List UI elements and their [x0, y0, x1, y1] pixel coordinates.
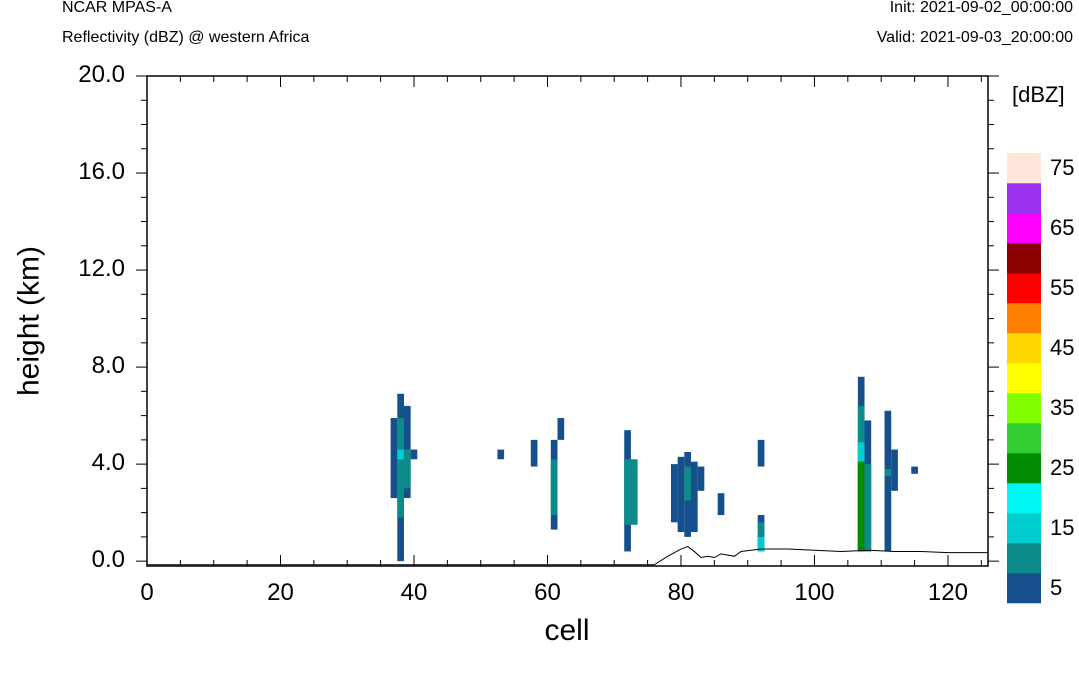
reflectivity-cell — [757, 536, 765, 552]
reflectivity-cell — [397, 418, 404, 518]
colorbar-swatch — [1007, 153, 1041, 184]
model-title: NCAR MPAS-A — [62, 0, 172, 16]
plot-frame — [146, 75, 989, 567]
reflectivity-cell — [857, 468, 865, 552]
reflectivity-cell — [697, 466, 705, 491]
y-tick-label: 12.0 — [78, 255, 125, 283]
colorbar-swatch — [1007, 513, 1041, 544]
colorbar-tick-label: 75 — [1050, 155, 1075, 180]
reflectivity-cell — [397, 449, 404, 460]
x-tick-label: 0 — [140, 579, 154, 606]
colorbar-tick-label: 65 — [1050, 215, 1075, 240]
colorbar-swatch — [1007, 363, 1041, 394]
reflectivity-cell — [884, 410, 892, 552]
y-tick-label: 20.0 — [78, 61, 125, 88]
reflectivity-cell — [677, 456, 685, 533]
x-tick-label: 80 — [667, 579, 695, 606]
colorbar-swatch — [1007, 213, 1041, 244]
colorbar-swatch — [1007, 243, 1041, 274]
x-tick-label: 120 — [927, 579, 968, 606]
terrain-line — [147, 546, 988, 566]
reflectivity-cell — [390, 418, 398, 499]
x-tick-label: 40 — [400, 579, 428, 606]
reflectivity-cell — [891, 449, 898, 491]
colorbar-swatch — [1007, 273, 1041, 304]
reflectivity-cell — [670, 464, 678, 523]
reflectivity-cell — [550, 459, 558, 516]
y-tick-label: 0.0 — [91, 546, 125, 574]
reflectivity-cell — [557, 418, 565, 440]
reflectivity-cell — [717, 493, 725, 516]
reflectivity-cells — [390, 376, 918, 562]
reflectivity-cell — [624, 459, 631, 525]
colorbar-tick-label: 45 — [1050, 335, 1075, 360]
colorbar-tick-label: 55 — [1050, 275, 1075, 300]
reflectivity-cell — [684, 466, 691, 501]
y-tick-label: 16.0 — [78, 158, 125, 186]
colorbar-swatch — [1007, 573, 1041, 604]
colorbar-swatch — [1007, 483, 1041, 514]
reflectivity-cell — [410, 449, 418, 460]
y-tick-label: 4.0 — [91, 449, 125, 477]
colorbar-swatch — [1007, 543, 1041, 574]
colorbar-tick-label: 5 — [1050, 575, 1063, 600]
colorbar-swatch — [1007, 303, 1041, 334]
colorbar-tick-label: 15 — [1050, 515, 1075, 540]
valid-time: Valid: 2021-09-03_20:00:00 — [876, 29, 1073, 46]
colorbar-tick-label: 25 — [1050, 455, 1075, 480]
reflectivity-cell — [911, 466, 918, 474]
x-tick-label: 20 — [267, 579, 294, 606]
y-axis-label: height (km) — [12, 245, 46, 397]
colorbar-tick-label: 35 — [1050, 395, 1075, 420]
colorbar — [1007, 153, 1041, 604]
colorbar-swatch — [1007, 393, 1041, 424]
reflectivity-cell — [403, 449, 411, 489]
reflectivity-cell — [690, 461, 698, 533]
colorbar-swatch — [1007, 333, 1041, 364]
init-time: Init: 2021-09-02_00:00:00 — [889, 0, 1073, 16]
colorbar-swatch — [1007, 453, 1041, 484]
reflectivity-cell — [757, 439, 765, 467]
y-tick-label: 8.0 — [91, 352, 125, 380]
x-tick-label: 60 — [534, 579, 561, 606]
colorbar-label: [dBZ] — [1012, 82, 1065, 107]
x-axis-label: cell — [544, 614, 590, 647]
chart-subtitle: Reflectivity (dBZ) @ western Africa — [62, 29, 310, 46]
x-tick-label: 100 — [794, 579, 835, 606]
reflectivity-cell — [630, 459, 638, 525]
reflectivity-cell — [530, 439, 538, 467]
colorbar-swatch — [1007, 183, 1041, 214]
reflectivity-cell — [497, 449, 505, 460]
reflectivity-cell — [864, 464, 872, 552]
terrain-polyline — [147, 546, 988, 566]
colorbar-swatch — [1007, 423, 1041, 454]
reflectivity-cell — [884, 468, 892, 477]
